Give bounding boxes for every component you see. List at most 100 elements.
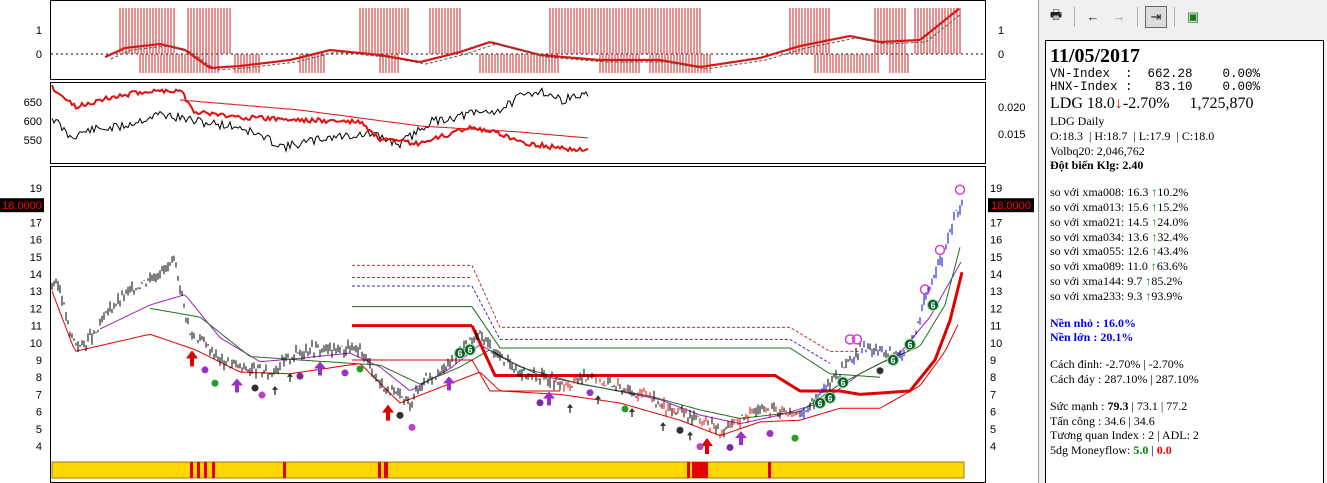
xma-percent: 10.2% xyxy=(1157,185,1189,200)
jump-to-end-button[interactable]: ⇥ xyxy=(1145,5,1167,28)
xma-row: so với xma144: 9.7 ↑85.2% xyxy=(1050,274,1319,289)
cach-day-line: Cách đáy : 287.10% | 287.10% xyxy=(1050,371,1199,386)
price-tick-label: 16 xyxy=(990,235,1002,247)
info-date: 11/05/2017 xyxy=(1050,45,1141,67)
document-button[interactable]: ▣ xyxy=(1182,6,1204,28)
price-tick-label: 10 xyxy=(990,338,1002,350)
up-arrow-icon: ↑ xyxy=(1151,185,1158,200)
signal-dot xyxy=(876,367,884,375)
axis-tick-label: 0 xyxy=(998,49,1004,61)
moving-average-green xyxy=(149,247,961,419)
toolbar-separator xyxy=(1074,6,1075,27)
dotbien-line: Đột biến Klg: 2.40 xyxy=(1050,158,1319,173)
signal-dot xyxy=(251,384,259,392)
moneyflow-up: 5.0 xyxy=(1133,443,1149,458)
signal-dot xyxy=(341,369,349,377)
axis-tick-label: 0 xyxy=(36,49,42,61)
hnx-index-line: HNX-Index : 83.10 0.00% xyxy=(1050,80,1261,94)
axis-tick-label: 0.015 xyxy=(998,129,1026,141)
wave-marker xyxy=(814,397,826,409)
price-tick-label: 11 xyxy=(990,321,1001,333)
xma-percent: 15.2% xyxy=(1157,199,1189,214)
xma-row: so với xma021: 14.5 ↑24.0% xyxy=(1050,215,1319,230)
document-icon: ▣ xyxy=(1186,8,1200,24)
wave-marker-label: 6 xyxy=(907,340,912,350)
price-tick-label: 5 xyxy=(36,424,42,436)
signal-dot xyxy=(621,405,629,413)
peak-marker xyxy=(919,284,931,295)
ohlc-line: O:18.3 | H:18.7 | L:17.9 | C:18.0 xyxy=(1050,128,1215,143)
signal-arrow-icon xyxy=(314,361,326,376)
volbq-line: Volbq20: 2,046,762 xyxy=(1050,143,1145,158)
print-icon: 🖶 xyxy=(1049,6,1063,22)
price-tick-label: 8 xyxy=(990,372,996,384)
wave-marker-label: 6 xyxy=(840,378,845,388)
small-arrow-icon xyxy=(272,385,278,395)
xma-label: so với xma013: xyxy=(1050,199,1125,214)
price-tick-label: 7 xyxy=(36,389,42,401)
relative-strength-ma-line xyxy=(179,99,589,139)
suc-manh-label: Sức mạnh : xyxy=(1050,398,1108,413)
ticker-volume: 1,725,870 xyxy=(1189,95,1254,112)
buy-arrow-icon xyxy=(382,404,394,421)
resistance-line xyxy=(470,271,964,396)
price-tick-label: 13 xyxy=(30,286,42,298)
trend-strip-mark xyxy=(378,462,381,478)
tuong-quan-line: Tương quan Index : 2 | ADL: 2 xyxy=(1050,428,1199,443)
support-line xyxy=(471,359,560,392)
print-button[interactable]: 🖶 xyxy=(1045,6,1067,28)
index-comparison-chart[interactable]: 650 600 550 0.020 0.015 xyxy=(0,82,1037,164)
ticker-line: LDG 18.0↓-2.70% 1,725,870 xyxy=(1050,94,1319,114)
level-line-green xyxy=(471,306,881,378)
price-panel[interactable] xyxy=(50,166,986,483)
price-tick-label: 5 xyxy=(990,424,996,436)
nen-nho-line: Nền nhỏ : 16.0% xyxy=(1050,315,1137,330)
buy-arrow-icon xyxy=(186,350,198,367)
price-tick-label: 8 xyxy=(36,372,42,384)
signal-arrow-icon xyxy=(231,378,243,393)
up-arrow-icon: ↑ xyxy=(1151,229,1158,244)
xma-percent: 85.2% xyxy=(1151,273,1183,288)
oscillator-chart[interactable]: 1 0 1 0 xyxy=(0,0,1037,80)
info-panel: 🖶 ← → ⇥ ▣ 11/05/2017 VN-Index : 662.28 0… xyxy=(1038,0,1327,483)
dotbien-label: Đột biến Klg: xyxy=(1050,158,1123,173)
small-arrow-icon xyxy=(567,403,573,413)
price-tick-label: 7 xyxy=(990,389,996,401)
small-arrow-icon xyxy=(660,422,666,432)
xma-label: so với xma089: xyxy=(1050,259,1125,274)
xma-label: so với xma144: xyxy=(1050,273,1125,288)
lower-band-line xyxy=(51,291,959,436)
price-tag-right-label: 18.0000 xyxy=(991,200,1031,212)
price-chart[interactable]: 1919181817171616151514141313121211111010… xyxy=(0,166,1037,483)
axis-tick-label: 550 xyxy=(24,135,42,147)
moneyflow-label: 5dg Moneyflow: xyxy=(1050,443,1134,458)
axis-tick-label: 650 xyxy=(24,97,42,109)
signal-arrow-icon xyxy=(735,431,747,446)
signal-arrow-icon xyxy=(443,376,455,391)
signal-dot xyxy=(211,379,219,387)
signal-dot xyxy=(766,429,774,437)
back-button[interactable]: ← xyxy=(1082,6,1104,28)
signal-dot xyxy=(791,434,799,442)
index-line xyxy=(51,87,589,153)
ticker-price: 18.0 xyxy=(1086,95,1115,112)
xma-percent: 32.4% xyxy=(1157,229,1189,244)
peak-marker xyxy=(954,184,966,195)
trend-strip-mark xyxy=(197,462,200,478)
wave-marker xyxy=(824,391,836,404)
suc-manh-main: 79.3 xyxy=(1107,398,1129,413)
price-tick-label: 14 xyxy=(990,269,1002,281)
xma-list: so với xma008: 16.3 ↑10.2% so với xma013:… xyxy=(1050,185,1319,303)
forward-button[interactable]: → xyxy=(1108,6,1130,28)
up-arrow-icon: ↑ xyxy=(1145,288,1152,303)
dotbien-value: 2.40 xyxy=(1122,158,1144,173)
price-tick-label: 4 xyxy=(36,441,42,453)
small-arrow-icon xyxy=(687,431,693,441)
suc-manh-rest: | 73.1 | 77.2 xyxy=(1128,398,1188,413)
xma-row: so với xma233: 9.3 ↑93.9% xyxy=(1050,289,1319,304)
tan-cong-line: Tấn công : 34.6 | 34.6 xyxy=(1050,413,1155,428)
xma-row: so với xma008: 16.3 ↑10.2% xyxy=(1050,185,1319,200)
wave-marker-label: 6 xyxy=(457,349,462,359)
xma-value: 9.3 xyxy=(1127,288,1143,303)
